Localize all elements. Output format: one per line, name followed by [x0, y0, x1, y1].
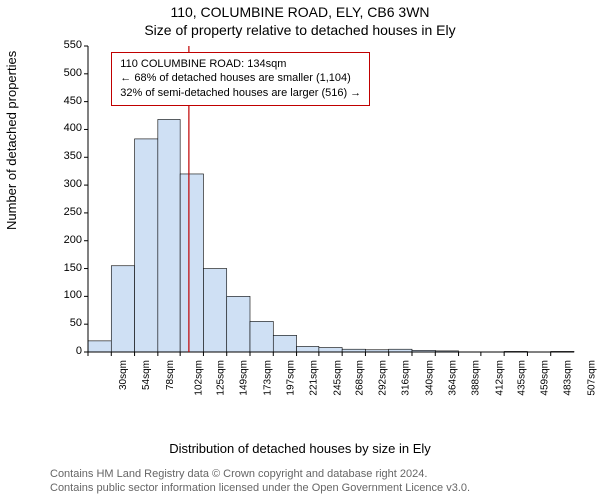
x-tick-label: 149sqm: [239, 360, 250, 396]
footer-line-1: Contains HM Land Registry data © Crown c…: [50, 468, 427, 480]
x-tick-label: 340sqm: [424, 360, 435, 396]
x-tick-label: 412sqm: [494, 360, 505, 396]
histogram-bar: [88, 341, 111, 352]
callout-line-1: 110 COLUMBINE ROAD: 134sqm: [120, 57, 361, 72]
y-tick-label: 400: [52, 122, 82, 134]
histogram-bar: [180, 174, 203, 352]
x-tick-label: 221sqm: [309, 360, 320, 396]
x-tick-label: 292sqm: [378, 360, 389, 396]
x-tick-label: 245sqm: [332, 360, 343, 396]
x-tick-label: 78sqm: [165, 360, 176, 390]
y-tick-label: 50: [52, 317, 82, 329]
y-tick-label: 150: [52, 262, 82, 274]
y-tick-label: 350: [52, 150, 82, 162]
histogram-bar: [111, 266, 134, 352]
histogram-bar: [227, 296, 250, 352]
histogram-bar: [158, 119, 180, 352]
y-axis-label: Number of detached properties: [4, 51, 19, 230]
x-tick-label: 435sqm: [516, 360, 527, 396]
histogram-bar: [203, 269, 226, 352]
y-tick-label: 0: [52, 345, 82, 357]
plot-area: 050100150200250300350400450500550 30sqm5…: [58, 42, 578, 402]
x-tick-label: 316sqm: [401, 360, 412, 396]
x-tick-label: 102sqm: [193, 360, 204, 396]
callout-line-2: ← 68% of detached houses are smaller (1,…: [120, 71, 361, 86]
histogram-bar: [297, 346, 319, 352]
x-axis-label: Distribution of detached houses by size …: [0, 441, 600, 456]
y-tick-label: 250: [52, 206, 82, 218]
x-tick-label: 197sqm: [286, 360, 297, 396]
callout-line-3: 32% of semi-detached houses are larger (…: [120, 86, 361, 101]
y-tick-label: 200: [52, 234, 82, 246]
y-tick-label: 500: [52, 67, 82, 79]
y-tick-label: 450: [52, 95, 82, 107]
histogram-bar: [273, 335, 296, 352]
chart-container: 110, COLUMBINE ROAD, ELY, CB6 3WN Size o…: [0, 0, 600, 500]
histogram-bar: [319, 348, 342, 352]
x-tick-label: 507sqm: [586, 360, 597, 396]
x-tick-label: 388sqm: [471, 360, 482, 396]
x-tick-label: 268sqm: [354, 360, 365, 396]
histogram-bar: [135, 139, 158, 352]
x-tick-label: 125sqm: [216, 360, 227, 396]
footer-line-2: Contains public sector information licen…: [50, 482, 470, 494]
page-title: 110, COLUMBINE ROAD, ELY, CB6 3WN: [0, 4, 600, 20]
y-tick-label: 550: [52, 39, 82, 51]
x-tick-label: 459sqm: [540, 360, 551, 396]
histogram-bar: [250, 321, 273, 352]
y-tick-label: 300: [52, 178, 82, 190]
x-tick-label: 30sqm: [118, 360, 129, 390]
y-tick-label: 100: [52, 289, 82, 301]
x-tick-label: 54sqm: [141, 360, 152, 390]
x-tick-label: 173sqm: [262, 360, 273, 396]
reference-callout: 110 COLUMBINE ROAD: 134sqm ← 68% of deta…: [111, 52, 370, 107]
chart-subtitle: Size of property relative to detached ho…: [0, 22, 600, 38]
x-tick-label: 364sqm: [448, 360, 459, 396]
x-tick-label: 483sqm: [563, 360, 574, 396]
